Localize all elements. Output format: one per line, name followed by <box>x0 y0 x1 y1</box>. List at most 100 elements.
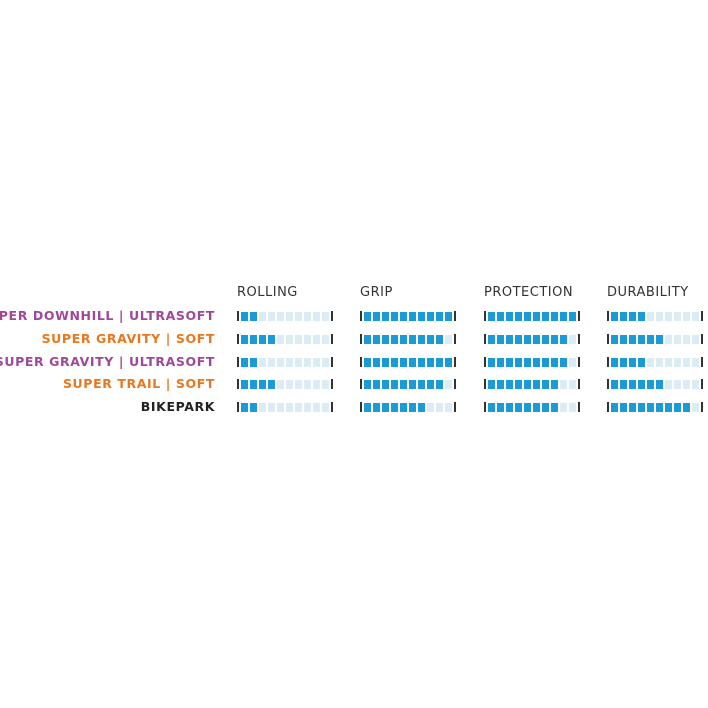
empty-segment <box>312 379 320 389</box>
filled-segment <box>381 379 389 389</box>
filled-segment <box>514 334 522 344</box>
empty-segment <box>267 357 275 367</box>
filled-segment <box>496 379 504 389</box>
empty-segment <box>285 334 293 344</box>
empty-segment <box>673 379 681 389</box>
filled-segment <box>505 311 513 321</box>
bar-start-tick <box>360 379 362 389</box>
filled-segment <box>628 334 636 344</box>
filled-segment <box>381 357 389 367</box>
filled-segment <box>426 379 434 389</box>
filled-segment <box>390 334 398 344</box>
filled-segment <box>637 311 645 321</box>
bar-end-tick <box>701 334 703 344</box>
filled-segment <box>408 402 416 412</box>
filled-segment <box>514 311 522 321</box>
rating-bar-durability <box>607 357 703 367</box>
bar-start-tick <box>607 402 609 412</box>
filled-segment <box>532 311 540 321</box>
filled-segment <box>637 379 645 389</box>
filled-segment <box>505 402 513 412</box>
filled-segment <box>390 402 398 412</box>
empty-segment <box>664 311 672 321</box>
filled-segment <box>381 311 389 321</box>
rating-bar-rolling <box>237 357 333 367</box>
filled-segment <box>258 379 266 389</box>
bar-end-tick <box>578 357 580 367</box>
filled-segment <box>399 379 407 389</box>
filled-segment <box>426 357 434 367</box>
filled-segment <box>514 379 522 389</box>
bar-end-tick <box>331 311 333 321</box>
filled-segment <box>240 311 248 321</box>
rating-bar-rolling <box>237 334 333 344</box>
filled-segment <box>487 311 495 321</box>
filled-segment <box>559 311 567 321</box>
filled-segment <box>541 334 549 344</box>
filled-segment <box>399 357 407 367</box>
rating-bar-grip <box>360 334 456 344</box>
filled-segment <box>610 357 618 367</box>
filled-segment <box>417 357 425 367</box>
empty-segment <box>285 402 293 412</box>
filled-segment <box>559 334 567 344</box>
rating-bar-rolling <box>237 379 333 389</box>
filled-segment <box>619 379 627 389</box>
filled-segment <box>655 402 663 412</box>
empty-segment <box>312 357 320 367</box>
filled-segment <box>655 379 663 389</box>
filled-segment <box>487 402 495 412</box>
rating-bar-protection <box>484 379 580 389</box>
rating-bar-durability <box>607 379 703 389</box>
empty-segment <box>682 357 690 367</box>
filled-segment <box>487 379 495 389</box>
empty-segment <box>312 402 320 412</box>
bar-start-tick <box>237 334 239 344</box>
empty-segment <box>655 357 663 367</box>
filled-segment <box>426 311 434 321</box>
empty-segment <box>258 402 266 412</box>
empty-segment <box>444 379 452 389</box>
filled-segment <box>417 311 425 321</box>
filled-segment <box>514 402 522 412</box>
filled-segment <box>372 379 380 389</box>
empty-segment <box>294 402 302 412</box>
filled-segment <box>523 357 531 367</box>
filled-segment <box>381 402 389 412</box>
filled-segment <box>532 334 540 344</box>
bar-end-tick <box>701 402 703 412</box>
bar-start-tick <box>237 357 239 367</box>
empty-segment <box>691 357 699 367</box>
empty-segment <box>435 402 443 412</box>
empty-segment <box>321 357 329 367</box>
filled-segment <box>435 357 443 367</box>
filled-segment <box>673 402 681 412</box>
empty-segment <box>321 402 329 412</box>
empty-segment <box>285 311 293 321</box>
empty-segment <box>321 334 329 344</box>
filled-segment <box>610 379 618 389</box>
empty-segment <box>568 334 576 344</box>
filled-segment <box>550 402 558 412</box>
filled-segment <box>682 402 690 412</box>
filled-segment <box>249 402 257 412</box>
rating-bar-protection <box>484 334 580 344</box>
empty-segment <box>258 357 266 367</box>
filled-segment <box>399 402 407 412</box>
filled-segment <box>523 311 531 321</box>
filled-segment <box>646 334 654 344</box>
bar-end-tick <box>454 402 456 412</box>
filled-segment <box>435 334 443 344</box>
empty-segment <box>312 311 320 321</box>
filled-segment <box>559 357 567 367</box>
filled-segment <box>240 357 248 367</box>
filled-segment <box>610 402 618 412</box>
filled-segment <box>655 334 663 344</box>
bar-start-tick <box>360 334 362 344</box>
filled-segment <box>408 379 416 389</box>
filled-segment <box>532 379 540 389</box>
empty-segment <box>276 357 284 367</box>
rating-bar-durability <box>607 311 703 321</box>
empty-segment <box>267 311 275 321</box>
filled-segment <box>505 334 513 344</box>
